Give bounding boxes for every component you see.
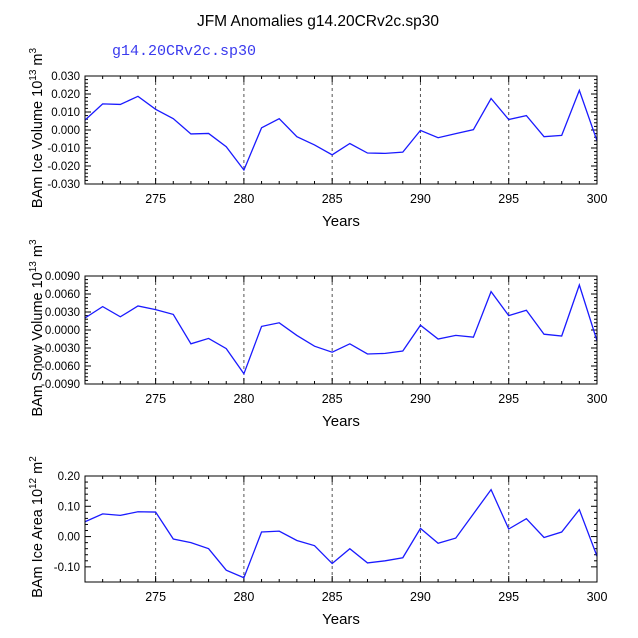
y-axis-label: BAm Snow Volume 1013 m3 <box>28 239 46 417</box>
y-tick-label: 0.000 <box>51 125 80 137</box>
series-line <box>84 282 598 376</box>
y-tick-label: 0.10 <box>58 501 80 513</box>
chart-panel-2: 275 280 285 290 295 300 -0.0090 -0.0060 -0.0030 0… <box>28 239 607 430</box>
x-tick-label: 290 <box>410 590 431 604</box>
series-line <box>84 88 598 172</box>
x-tick-label: 300 <box>587 590 608 604</box>
y-tick-label: 0.00 <box>58 532 80 544</box>
chart-title: JFM Anomalies g14.20CRv2c.sp30 <box>197 13 439 30</box>
x-tick-label: 295 <box>498 192 519 206</box>
x-axis-label: Years <box>322 611 360 628</box>
y-tick-label: -0.030 <box>47 179 80 191</box>
x-tick-label: 290 <box>410 192 431 206</box>
y-axis-label: BAm Ice Volume 1013 m3 <box>28 47 46 208</box>
y-axis-label: BAm Ice Area 1012 m2 <box>28 456 46 598</box>
x-axis-label: Years <box>322 213 360 230</box>
plot-frame <box>84 475 598 583</box>
x-tick-label: 280 <box>233 590 254 604</box>
y-tick-label: 0.010 <box>51 107 80 119</box>
y-tick-label: -0.020 <box>47 161 80 173</box>
x-axis-label: Years <box>322 413 360 430</box>
x-tick-label: 280 <box>233 392 254 406</box>
y-tick-label: 0.20 <box>58 471 80 483</box>
y-tick-label: 0.0000 <box>45 325 80 337</box>
y-tick-label: -0.010 <box>47 143 80 155</box>
x-tick-label: 285 <box>322 590 343 604</box>
y-tick-label: 0.030 <box>51 71 80 83</box>
x-tick-label: 275 <box>145 392 166 406</box>
y-tick-label: -0.0060 <box>41 361 80 373</box>
plot-frame <box>84 75 598 185</box>
y-tick-label: -0.0030 <box>41 343 80 355</box>
x-tick-label: 280 <box>233 192 254 206</box>
x-tick-label: 290 <box>410 392 431 406</box>
x-tick-label: 285 <box>322 192 343 206</box>
y-tick-label: 0.020 <box>51 89 80 101</box>
y-tick-label: 0.0060 <box>45 289 80 301</box>
x-tick-label: 285 <box>322 392 343 406</box>
x-tick-label: 300 <box>587 392 608 406</box>
plot-frame <box>84 275 598 385</box>
x-tick-label: 295 <box>498 590 519 604</box>
chart-panel-1: 275 280 285 290 295 300 -0.030 -0.020 -0.010 0.00… <box>28 47 607 230</box>
series-line <box>84 488 598 579</box>
chart-subtitle: g14.20CRv2c.sp30 <box>112 43 256 60</box>
y-tick-label: 0.0030 <box>45 307 80 319</box>
x-tick-label: 295 <box>498 392 519 406</box>
y-tick-label: -0.0090 <box>41 379 80 391</box>
chart-panel-3: 275 280 285 290 295 300 -0.10 0.00 0.10 0.20 Years… <box>28 456 607 628</box>
y-tick-label: 0.0090 <box>45 271 80 283</box>
x-tick-label: 300 <box>587 192 608 206</box>
y-tick-label: -0.10 <box>54 562 80 574</box>
x-tick-label: 275 <box>145 590 166 604</box>
x-tick-label: 275 <box>145 192 166 206</box>
